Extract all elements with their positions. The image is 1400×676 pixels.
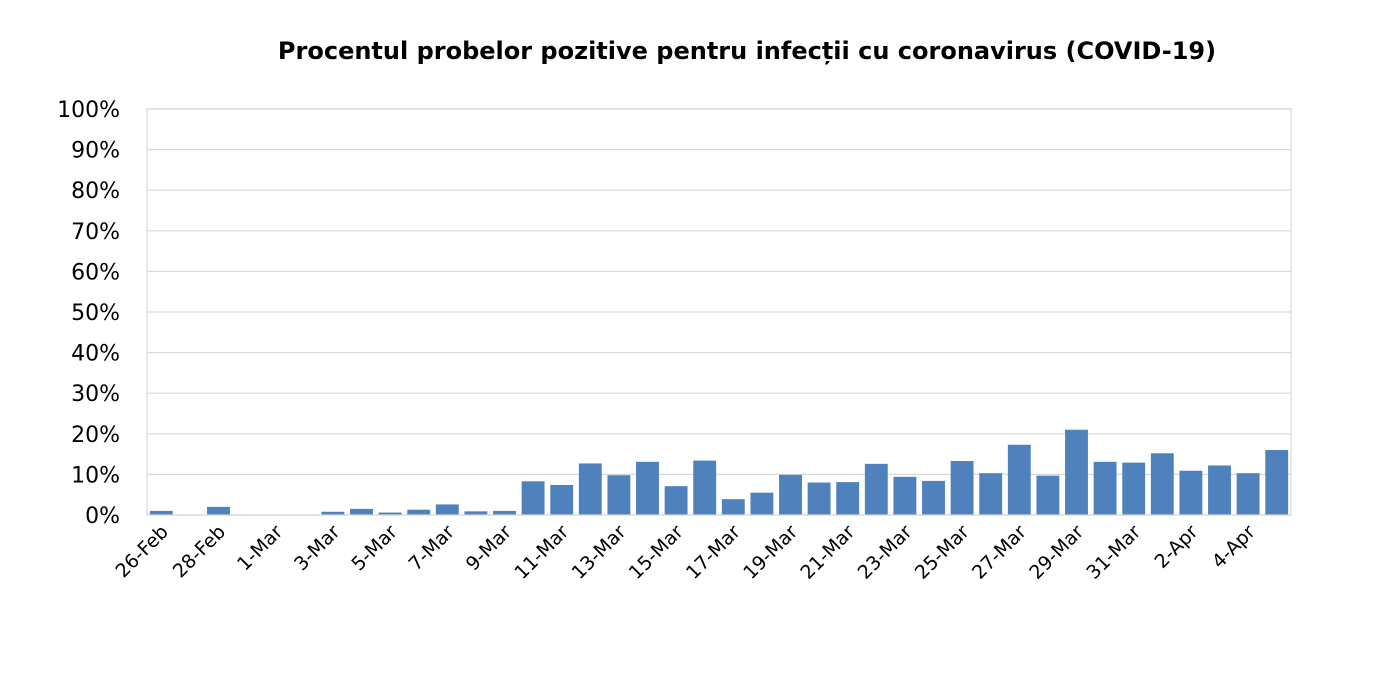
y-tick-label: 60% xyxy=(71,260,120,285)
y-tick-label: 40% xyxy=(71,342,120,367)
y-tick-label: 50% xyxy=(71,301,120,326)
bar-16-Mar xyxy=(693,460,717,515)
bar-14-Mar xyxy=(636,461,659,515)
bar-5-Apr xyxy=(1265,450,1289,515)
y-tick-label: 20% xyxy=(71,423,120,448)
plot-area-frame xyxy=(146,108,1292,516)
y-tick-label: 10% xyxy=(71,463,120,488)
bar-30-Mar xyxy=(1093,461,1117,515)
bar-31-Mar xyxy=(1122,462,1146,515)
bar-28-Feb xyxy=(207,506,230,515)
bar-29-Mar xyxy=(1065,429,1088,515)
y-axis-ticks: 0% 10% 20% 30% 40% 50% 60% 70% 80% 90% 100% xyxy=(57,98,120,529)
bar-3-Apr xyxy=(1208,465,1231,515)
bar-4-Mar xyxy=(350,508,373,515)
bar-11-Mar xyxy=(550,484,574,515)
bar-24-Mar xyxy=(922,480,945,515)
bar-17-Mar xyxy=(721,499,745,515)
bar-27-Mar xyxy=(1007,444,1031,515)
bar-3-Mar xyxy=(321,511,345,515)
bar-5-Mar xyxy=(378,512,402,515)
bar-2-Apr xyxy=(1179,470,1203,515)
bar-15-Mar xyxy=(664,486,688,515)
bar-4-Apr xyxy=(1236,473,1260,515)
bar-28-Mar xyxy=(1036,475,1060,515)
bar-26-Mar xyxy=(979,473,1003,515)
bar-7-Mar xyxy=(435,504,459,515)
y-tick-label: 0% xyxy=(85,504,120,529)
bar-25-Mar xyxy=(950,461,974,515)
bar-6-Mar xyxy=(407,509,431,515)
y-tick-label: 70% xyxy=(71,220,120,245)
bar-22-Mar xyxy=(864,463,888,515)
bar-13-Mar xyxy=(607,475,631,515)
bar-8-Mar xyxy=(464,511,488,515)
y-tick-label: 80% xyxy=(71,179,120,204)
bar-23-Mar xyxy=(893,476,917,515)
chart-title: Procentul probelor pozitive pentru infec… xyxy=(278,37,1216,65)
bar-12-Mar xyxy=(578,463,602,515)
bar-18-Mar xyxy=(750,492,774,515)
y-tick-label: 30% xyxy=(71,382,120,407)
bar-10-Mar xyxy=(521,481,545,515)
y-tick-label: 100% xyxy=(57,98,120,123)
bars xyxy=(149,429,1289,515)
bar-9-Mar xyxy=(493,510,516,515)
bar-26-Feb xyxy=(149,510,173,515)
bar-20-Mar xyxy=(807,482,831,515)
bar-21-Mar xyxy=(836,482,860,515)
y-tick-label: 90% xyxy=(71,139,120,164)
bar-19-Mar xyxy=(779,474,802,515)
bar-1-Apr xyxy=(1150,453,1174,515)
